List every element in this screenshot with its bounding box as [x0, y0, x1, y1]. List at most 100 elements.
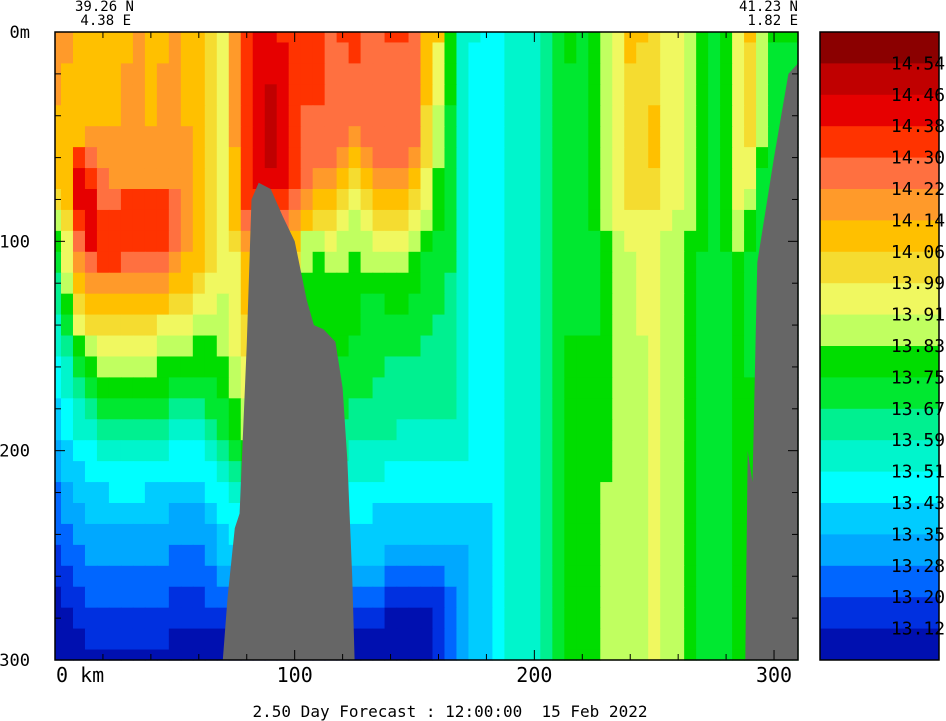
heatmap-cell [660, 314, 673, 337]
heatmap-cell [600, 503, 613, 525]
heatmap-cell [420, 586, 434, 609]
heatmap-cell [144, 398, 158, 420]
heatmap-cell [576, 586, 589, 609]
heatmap-cell [516, 251, 529, 274]
heatmap-cell [180, 314, 194, 337]
colorbar-label: 13.28 [891, 556, 945, 577]
heatmap-cell [432, 377, 446, 399]
heatmap-cell [624, 230, 637, 253]
heatmap-cell [744, 272, 757, 295]
heatmap-cell [672, 607, 685, 630]
heatmap-cell [732, 63, 745, 85]
heatmap-cell [708, 377, 721, 399]
heatmap-cell [648, 503, 661, 525]
heatmap-cell [732, 544, 745, 567]
heatmap-cell [420, 607, 434, 630]
heatmap-cell [192, 482, 206, 504]
heatmap-cell [60, 419, 74, 441]
heatmap-cell [672, 377, 685, 399]
heatmap-cell [720, 628, 733, 651]
heatmap-cell [96, 398, 110, 420]
heatmap-cell [528, 503, 541, 525]
heatmap-cell [492, 544, 505, 567]
heatmap-cell [132, 126, 146, 148]
heatmap-cell [492, 419, 505, 441]
heatmap-cell [300, 126, 314, 148]
heatmap-cell [444, 63, 458, 85]
heatmap-cell [324, 32, 338, 44]
heatmap-cell [396, 168, 410, 190]
heatmap-cell [168, 147, 182, 169]
heatmap-cell [456, 32, 470, 44]
heatmap-cell [384, 628, 398, 651]
heatmap-cell [480, 398, 494, 420]
heatmap-cell [612, 84, 625, 106]
heatmap-cell [516, 293, 529, 316]
heatmap-cell [516, 398, 529, 420]
heatmap-cell [180, 398, 194, 420]
heatmap-cell [708, 419, 721, 441]
heatmap-cell [444, 440, 458, 462]
heatmap-cell [732, 189, 745, 211]
heatmap-cell [84, 440, 98, 462]
heatmap-cell [456, 377, 470, 399]
heatmap-cell [600, 398, 613, 420]
heatmap-cell [108, 293, 122, 316]
heatmap-cell [432, 251, 446, 274]
heatmap-cell [636, 251, 649, 274]
heatmap-cell [492, 440, 505, 462]
heatmap-cell [372, 209, 386, 232]
heatmap-cell [612, 544, 625, 567]
heatmap-cell [216, 42, 230, 64]
heatmap-cell [408, 84, 422, 106]
heatmap-cell [516, 230, 529, 253]
heatmap-cell [576, 544, 589, 567]
heatmap-cell [420, 356, 434, 378]
heatmap-cell [55, 209, 62, 232]
heatmap-cell [564, 63, 577, 85]
heatmap-cell [348, 84, 362, 106]
heatmap-cell [576, 230, 589, 253]
heatmap-cell [192, 586, 206, 609]
heatmap-cell [300, 105, 314, 127]
heatmap-cell [72, 503, 86, 525]
heatmap-cell [480, 586, 494, 609]
heatmap-cell [660, 147, 673, 169]
heatmap-cell [624, 607, 637, 630]
heatmap-cell [528, 209, 541, 232]
heatmap-cell [156, 649, 170, 661]
heatmap-cell [228, 251, 242, 274]
heatmap-cell [624, 377, 637, 399]
heatmap-cell [588, 461, 601, 483]
heatmap-cell [432, 209, 446, 232]
heatmap-cell [588, 419, 601, 441]
heatmap-cell [516, 314, 529, 337]
heatmap-cell [216, 544, 230, 567]
heatmap-cell [55, 126, 62, 148]
heatmap-cell [300, 230, 314, 253]
heatmap-cell [744, 230, 757, 253]
heatmap-cell [372, 565, 386, 588]
heatmap-cell [564, 168, 577, 190]
heatmap-cell [420, 147, 434, 169]
heatmap-cell [204, 503, 218, 525]
heatmap-cell [480, 189, 494, 211]
heatmap-cell [492, 398, 505, 420]
heatmap-cell [396, 377, 410, 399]
heatmap-cell [612, 356, 625, 378]
colorbar-label: 13.43 [891, 493, 945, 514]
heatmap-cell [636, 189, 649, 211]
heatmap-cell [456, 209, 470, 232]
heatmap-cell [588, 272, 601, 295]
heatmap-cell [564, 461, 577, 483]
heatmap-cell [504, 251, 517, 274]
heatmap-cell [732, 377, 745, 399]
heatmap-cell [576, 482, 589, 504]
heatmap-cell [540, 649, 553, 661]
heatmap-cell [684, 147, 697, 169]
heatmap-cell [288, 147, 302, 169]
heatmap-cell [396, 189, 410, 211]
heatmap-cell [84, 335, 98, 358]
heatmap-cell [132, 32, 146, 44]
colorbar-swatch [820, 597, 939, 630]
